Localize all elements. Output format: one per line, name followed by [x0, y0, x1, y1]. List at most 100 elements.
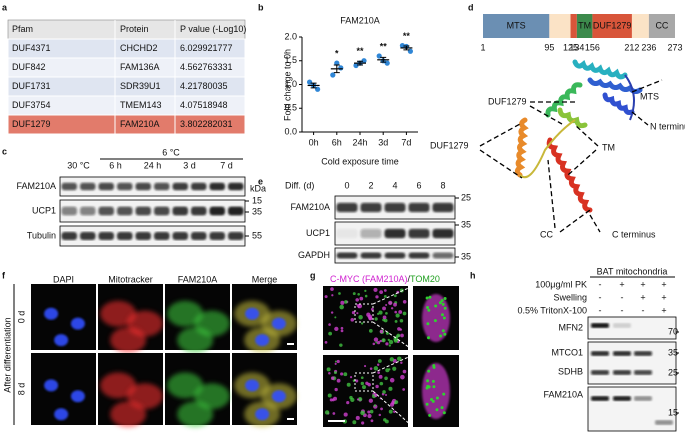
axis-label: Diff. (d) — [285, 180, 314, 190]
puncta — [394, 310, 398, 314]
puncta — [432, 365, 436, 369]
puncta — [376, 363, 380, 366]
puncta — [340, 326, 344, 330]
significance: ** — [380, 41, 388, 51]
panel-letter: h — [470, 270, 476, 280]
blot-c-frame — [59, 199, 246, 223]
puncta — [328, 323, 331, 326]
puncta — [327, 393, 332, 398]
nucleus — [255, 408, 270, 421]
blot-c-band — [98, 182, 114, 191]
puncta — [385, 331, 389, 335]
puncta — [359, 296, 364, 301]
panel-letter: d — [468, 2, 474, 12]
structure-label: TM — [602, 142, 615, 152]
puncta — [364, 294, 368, 298]
puncta — [355, 415, 360, 420]
marker-label: 15 — [668, 407, 678, 417]
cell-signal — [110, 401, 147, 428]
puncta — [360, 381, 365, 386]
domain-segment — [549, 14, 571, 38]
mito — [422, 363, 450, 419]
nucleus — [255, 334, 270, 347]
zoom-box — [354, 372, 374, 392]
puncta — [373, 366, 379, 371]
blot-h-band — [634, 370, 652, 375]
puncta — [361, 385, 367, 390]
puncta — [379, 329, 384, 334]
sign: - — [621, 305, 624, 315]
title-part: TOM20 — [410, 274, 440, 284]
dashed-line — [567, 124, 599, 176]
puncta — [324, 410, 330, 415]
data-point — [334, 60, 340, 66]
puncta — [389, 377, 395, 383]
condition-label: 30 °C — [67, 160, 90, 170]
row-label: 8 d — [16, 383, 26, 396]
puncta — [369, 367, 373, 370]
nucleus — [271, 317, 286, 330]
sign: + — [619, 279, 624, 289]
puncta — [349, 376, 353, 379]
puncta — [388, 339, 394, 345]
y-tick-label: 1.5 — [284, 55, 297, 65]
zoom-box — [354, 303, 374, 323]
data-point — [353, 62, 359, 69]
blot-c-band — [228, 232, 244, 240]
position-label: 156 — [585, 42, 600, 52]
marker-label: 25 — [668, 367, 678, 377]
domain-segment — [631, 14, 649, 38]
blot-e-band — [432, 202, 454, 213]
protein-label: MFN2 — [559, 322, 584, 332]
protein-label: GAPDH — [298, 250, 330, 260]
puncta — [440, 313, 444, 317]
puncta — [400, 361, 403, 365]
blot-c-band — [80, 206, 96, 216]
puncta — [328, 372, 331, 375]
marker-label: 35 — [461, 251, 471, 261]
puncta — [360, 322, 364, 325]
puncta — [426, 322, 430, 326]
puncta — [346, 382, 351, 387]
structure-label: C terminus — [612, 229, 656, 239]
x-tick-label: 3d — [378, 137, 388, 147]
blot-c-band — [209, 232, 225, 240]
puncta — [393, 294, 397, 298]
time-label: 6 h — [109, 160, 122, 170]
puncta — [336, 378, 341, 383]
helix — [587, 77, 643, 95]
puncta — [375, 341, 378, 344]
day-label: 6 — [416, 180, 421, 190]
panel-letter: e — [258, 176, 263, 186]
puncta — [402, 388, 406, 391]
dashed-line — [479, 123, 523, 179]
protein-label: FAM210A — [16, 181, 56, 191]
nucleus — [245, 379, 260, 392]
puncta — [384, 376, 388, 381]
blot-c-band — [98, 232, 114, 240]
data-point — [399, 42, 405, 49]
puncta — [388, 409, 393, 414]
protein-label: UCP1 — [306, 228, 330, 238]
puncta — [382, 306, 386, 311]
blot-title: BAT mitochondria — [597, 266, 668, 276]
puncta — [357, 292, 360, 296]
blot-c-band — [135, 232, 151, 240]
blot-c-band — [172, 182, 188, 191]
domain-label: MTS — [507, 20, 526, 30]
blot-h-band — [591, 351, 609, 356]
puncta — [382, 390, 386, 394]
nucleus — [70, 317, 85, 330]
dashed-line — [589, 214, 601, 233]
table-header: Protein — [120, 24, 149, 34]
puncta — [441, 329, 445, 333]
puncta — [426, 306, 430, 310]
position-label: 236 — [641, 42, 656, 52]
sign: + — [640, 292, 645, 302]
puncta — [442, 392, 446, 396]
puncta — [352, 420, 357, 425]
puncta — [383, 289, 387, 292]
blot-c-band — [154, 182, 170, 191]
sign: + — [640, 279, 645, 289]
puncta — [339, 304, 344, 310]
